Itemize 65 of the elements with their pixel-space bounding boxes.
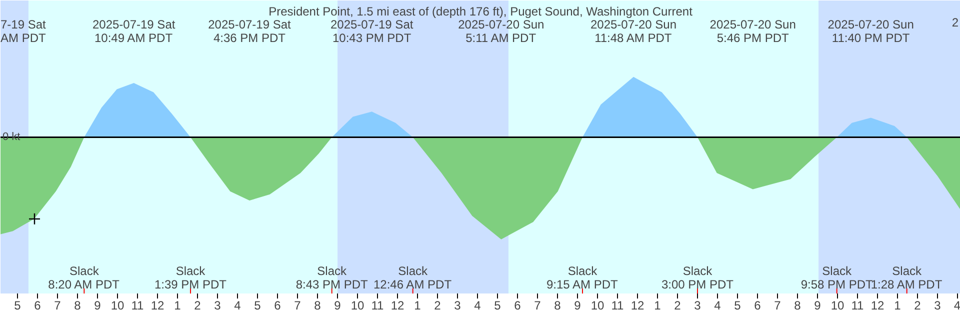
x-tick-label: 3	[694, 298, 702, 312]
x-tick-label: 2	[914, 298, 922, 312]
x-tick-label: 10	[590, 298, 604, 312]
x-tick-label: 5	[14, 298, 22, 312]
x-tick-label: 7	[534, 298, 542, 312]
x-tick-label: 5	[494, 298, 502, 312]
x-tick-label: 8	[74, 298, 82, 312]
x-tick-label: 4	[714, 298, 722, 312]
x-tick-label: 2	[674, 298, 682, 312]
text: 2025-07-19 Sat 10:49 AM PDT	[92, 18, 176, 45]
x-tick-label: 1	[414, 298, 422, 312]
x-tick-label: 1	[894, 298, 902, 312]
x-tick-label: 9	[814, 298, 822, 312]
x-tick-label: 11	[131, 298, 144, 312]
text: Slack 1:39 PM PDT	[154, 264, 228, 292]
ref-line-label: 0 kt	[2, 131, 20, 144]
x-tick-label: 1	[654, 298, 662, 312]
x-tick-label: 9	[334, 298, 342, 312]
x-tick-label: 9	[94, 298, 102, 312]
x-tick-label: 6	[34, 298, 42, 312]
text: Slack 8:20 AM PDT	[48, 264, 120, 292]
x-tick-label: 10	[350, 298, 364, 312]
text: 2025-07-20 Sun 11:48 AM PDT	[590, 18, 677, 45]
text: 2025-07-20 Sun 11:40 PM PDT	[828, 18, 914, 45]
x-tick-label: 11	[371, 298, 384, 312]
x-tick-label: 4	[954, 298, 960, 312]
x-tick-label: 8	[554, 298, 562, 312]
x-tick-label: 3	[214, 298, 222, 312]
x-tick-label: 5	[734, 298, 742, 312]
x-tick-label: 10	[830, 298, 844, 312]
text: 2025-07-20 Sun 5:11 AM PDT	[458, 18, 544, 45]
chart-title: President Point, 1.5 mi east of (depth 176 ft), Puget Sound, Washington Current	[268, 4, 694, 18]
text: 2025-07-19 Sat 10:43 PM PDT	[330, 18, 414, 45]
text: Slack 8:43 PM PDT	[296, 264, 369, 292]
x-tick-label: 8	[794, 298, 802, 312]
text: 2	[952, 16, 959, 30]
x-tick-label: 6	[754, 298, 762, 312]
x-tick-label: 12	[390, 298, 404, 312]
x-tick-label: 9	[574, 298, 582, 312]
x-tick-label: 2	[194, 298, 202, 312]
x-tick-label: 7	[774, 298, 782, 312]
x-tick-label: 10	[110, 298, 124, 312]
text: 2025-07-20 Sun 5:46 PM PDT	[710, 18, 796, 45]
text: 7-19 Sat AM PDT	[0, 18, 47, 45]
x-tick-label: 6	[514, 298, 522, 312]
text: Slack 12:46 AM PDT	[373, 264, 452, 292]
x-tick-label: 12	[630, 298, 644, 312]
x-tick-label: 7	[294, 298, 302, 312]
x-tick-label: 2	[434, 298, 442, 312]
x-tick-label: 12	[150, 298, 164, 312]
x-tick-label: 11	[611, 298, 624, 312]
x-tick-label: 3	[454, 298, 462, 312]
x-tick-label: 8	[314, 298, 322, 312]
x-tick-label: 11	[851, 298, 864, 312]
x-tick-label: 1	[174, 298, 182, 312]
x-tick-label: 7	[54, 298, 62, 312]
x-tick-label: 4	[474, 298, 482, 312]
x-tick-label: 3	[934, 298, 942, 312]
x-tick-label: 5	[254, 298, 262, 312]
x-tick-label: 6	[274, 298, 282, 312]
text: 2025-07-19 Sat 4:36 PM PDT	[208, 18, 292, 45]
x-tick-label: 4	[234, 298, 242, 312]
text: Slack 9:15 AM PDT	[546, 264, 619, 292]
text: Slack 3:00 PM PDT	[661, 264, 734, 292]
x-tick-label: 12	[870, 298, 884, 312]
